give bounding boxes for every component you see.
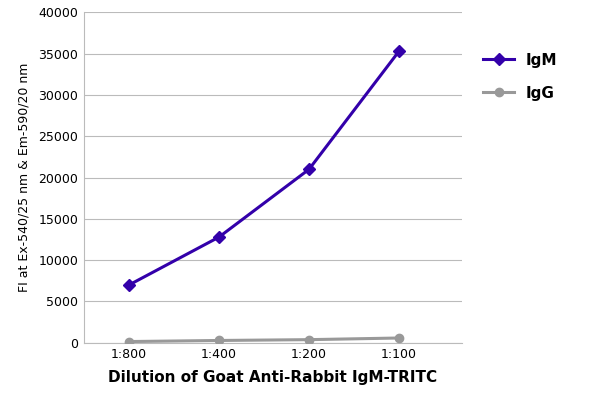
IgM — [125, 282, 133, 287]
X-axis label: Dilution of Goat Anti-Rabbit IgM-TRITC: Dilution of Goat Anti-Rabbit IgM-TRITC — [109, 370, 437, 385]
Y-axis label: FI at Ex-540/25 nm & Em-590/20 nm: FI at Ex-540/25 nm & Em-590/20 nm — [17, 63, 30, 292]
Line: IgG: IgG — [125, 334, 403, 346]
Legend: IgM, IgG: IgM, IgG — [477, 46, 563, 107]
IgG — [125, 339, 133, 344]
IgG — [395, 335, 403, 340]
IgG — [305, 337, 313, 342]
IgM — [395, 49, 403, 54]
IgG — [215, 338, 223, 343]
IgM — [215, 235, 223, 240]
Line: IgM: IgM — [125, 47, 403, 289]
IgM — [305, 167, 313, 172]
